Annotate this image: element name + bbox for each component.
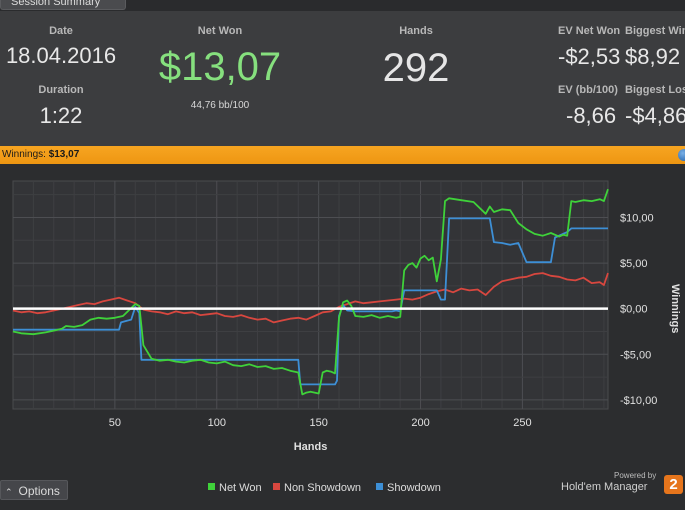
ev-net-won-value: -$2,53 — [558, 44, 621, 69]
series-line-net-won — [12, 188, 609, 396]
plot-background — [12, 180, 609, 410]
tick-labels: 50 100 150 200 250 $10,00 $5,00 $0,00 -$5,00 -$10… — [109, 212, 658, 429]
hands-label: Hands — [399, 25, 433, 37]
biggest-loss-value: -$4,86 — [625, 103, 685, 128]
biggest-win-label: Biggest Win — [625, 25, 685, 37]
brand-name: Hold'em Manager — [561, 481, 648, 493]
x-tick-label: 250 — [513, 417, 531, 429]
tab-label: Session Summary — [11, 0, 101, 8]
y-tick-label: $5,00 — [620, 258, 648, 270]
duration-label: Duration — [38, 84, 84, 96]
legend-swatch-showdown — [376, 483, 383, 490]
y-tick-label: -$10,00 — [620, 395, 657, 407]
x-axis-label: Hands — [294, 441, 328, 453]
x-tick-label: 150 — [309, 417, 327, 429]
winnings-bar-value: $13,07 — [48, 149, 80, 160]
winnings-bar: Winnings: $13,07 — [0, 146, 685, 164]
date-label: Date — [49, 25, 73, 37]
y-tick-label: $10,00 — [620, 212, 654, 224]
legend-item-non-showdown[interactable]: Non Showdown — [273, 482, 361, 494]
top-strip: Session Summary — [0, 0, 685, 11]
net-won-value: $13,07 — [158, 45, 282, 89]
ev-bb100-label: EV (bb/100) — [558, 84, 618, 96]
legend-label-non-showdown: Non Showdown — [284, 482, 362, 494]
legend-label-net-won: Net Won — [219, 482, 262, 494]
date-value: 18.04.2016 — [5, 43, 117, 68]
net-won-bb100: 44,76 bb/100 — [190, 100, 250, 111]
y-axis-label: Winnings — [669, 284, 681, 333]
net-won-label: Net Won — [197, 25, 243, 37]
chevron-up-icon: ⌃ — [5, 487, 13, 497]
ev-bb100-value: -8,66 — [566, 103, 617, 128]
series-line-non-showdown — [12, 272, 609, 324]
legend-swatch-net-won — [208, 483, 215, 490]
legend-label-showdown: Showdown — [387, 482, 441, 494]
tab-session-summary[interactable]: Session Summary — [0, 0, 126, 10]
options-button[interactable]: ⌃ Options — [0, 480, 68, 500]
powered-by-text: Powered by — [614, 471, 657, 480]
x-tick-label: 200 — [411, 417, 429, 429]
legend-item-showdown[interactable]: Showdown — [376, 482, 441, 494]
series-lines — [12, 188, 609, 396]
legend-swatch-non-showdown — [273, 483, 280, 490]
session-summary-panel: Date 18.04.2016 Duration 1:22 Net Won $1… — [0, 11, 685, 146]
globe-icon[interactable] — [678, 149, 685, 161]
y-tick-label: -$5,00 — [620, 349, 651, 361]
options-label: Options — [18, 484, 60, 498]
legend-item-net-won[interactable]: Net Won — [208, 482, 262, 494]
duration-value: 1:22 — [39, 103, 83, 128]
winnings-bar-label: Winnings: — [2, 149, 46, 160]
x-tick-label: 50 — [109, 417, 121, 429]
x-tick-label: 100 — [208, 417, 226, 429]
series-line-showdown — [13, 217, 608, 386]
grid — [13, 181, 608, 409]
y-tick-label: $0,00 — [620, 304, 648, 316]
biggest-loss-label: Biggest Loss — [625, 84, 685, 96]
biggest-win-value: $8,92 — [625, 44, 681, 69]
ev-net-won-label: EV Net Won — [558, 25, 621, 37]
hands-value: 292 — [382, 46, 450, 90]
holdem-manager-logo: 2 — [664, 475, 683, 494]
